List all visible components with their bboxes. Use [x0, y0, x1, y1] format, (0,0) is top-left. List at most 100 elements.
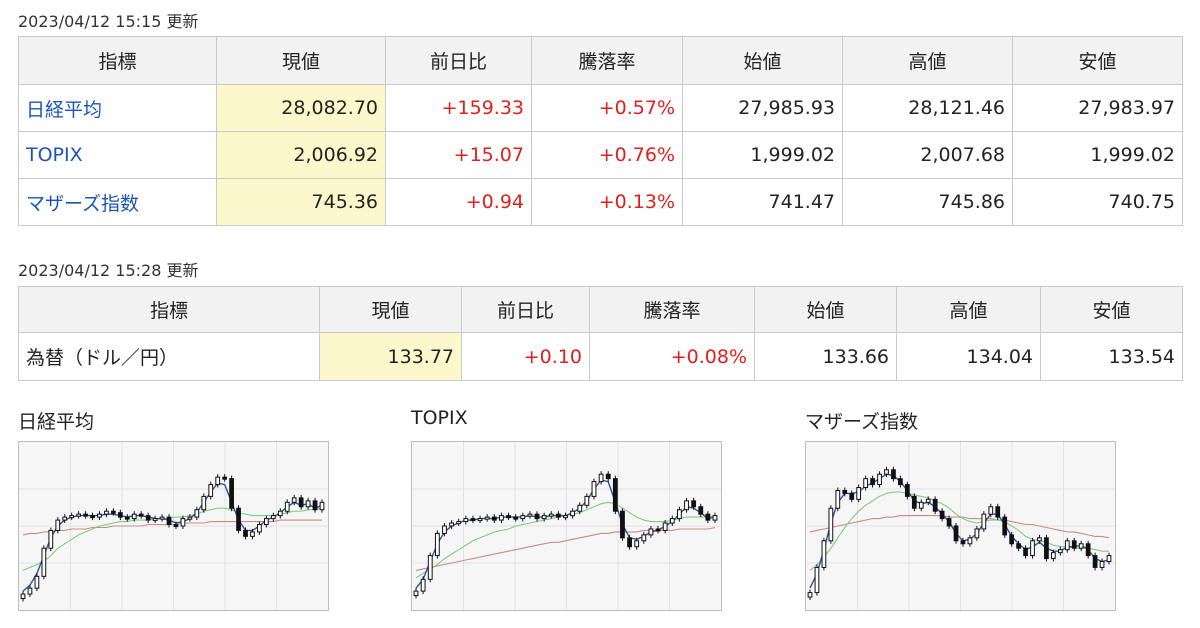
- high-value: 745.86: [842, 178, 1013, 226]
- rate-value: +0.76%: [531, 131, 683, 179]
- candle-body: [41, 547, 47, 577]
- change-value: +0.10: [461, 332, 590, 381]
- candle-body: [138, 513, 144, 517]
- chart-nikkei[interactable]: [18, 441, 329, 611]
- candle-body: [814, 566, 820, 594]
- candle-body: [534, 513, 540, 520]
- index-link-topix[interactable]: TOPIX: [26, 144, 83, 166]
- candle-body: [676, 509, 682, 520]
- series-line-ma-fast: [22, 482, 323, 592]
- rate-value: +0.13%: [531, 178, 683, 226]
- candle-body: [166, 516, 172, 526]
- stock-update-timestamp: 2023/04/12 15:15 更新: [18, 12, 199, 31]
- row-name-cell: TOPIX: [18, 131, 217, 179]
- candle-body: [413, 590, 419, 597]
- header-change: 前日比: [461, 286, 590, 333]
- candle-body: [513, 516, 519, 520]
- header-open: 始値: [754, 286, 897, 333]
- candle-body: [76, 513, 81, 517]
- header-high: 高値: [896, 286, 1041, 333]
- candle-body: [1078, 543, 1084, 549]
- chart-svg: [806, 442, 1115, 610]
- candle-body: [605, 473, 611, 480]
- candle-body: [1030, 540, 1035, 557]
- candle-body: [20, 593, 26, 600]
- candle-body: [131, 513, 137, 520]
- series-line-ma-slow: [809, 491, 1109, 571]
- header-high: 高値: [842, 36, 1013, 85]
- fx-update-timestamp: 2023/04/12 15:28 更新: [18, 261, 199, 280]
- candle-body: [427, 555, 433, 580]
- table-header-row: 指標 現値 前日比 騰落率 始値 高値 安値: [18, 286, 1183, 333]
- candle-body: [1009, 534, 1015, 545]
- candle-body: [159, 516, 165, 520]
- candle-body: [946, 518, 952, 527]
- candle-body: [1099, 561, 1105, 568]
- candle-body: [712, 515, 718, 521]
- candle-body: [470, 518, 476, 522]
- fx-name: 為替（ドル／円）: [18, 332, 320, 381]
- candle-body: [842, 489, 848, 494]
- candle-body: [953, 525, 959, 542]
- candle-body: [491, 516, 497, 521]
- candle-body: [152, 518, 158, 522]
- candle-body: [884, 469, 889, 475]
- candle-body: [520, 515, 526, 520]
- table-row: 為替（ドル／円） 133.77 +0.10 +0.08% 133.66 134.…: [18, 332, 1183, 381]
- stock-index-table: 指標 現値 前日比 騰落率 始値 高値 安値 日経平均 28,082.70 +1…: [18, 36, 1183, 226]
- fx-table: 指標 現値 前日比 騰落率 始値 高値 安値 為替（ドル／円） 133.77 +…: [18, 286, 1183, 381]
- candle-body: [981, 513, 987, 530]
- candle-body: [904, 484, 910, 497]
- candle-body: [305, 500, 311, 508]
- candle-body: [584, 495, 590, 506]
- current-value: 2,006.92: [216, 131, 386, 179]
- candle-body: [835, 489, 841, 509]
- high-value: 2,007.68: [842, 131, 1013, 179]
- candle-body: [298, 497, 304, 508]
- candle-body: [222, 476, 228, 480]
- candle-body: [434, 532, 440, 557]
- low-value: 27,983.97: [1012, 84, 1183, 132]
- candle-body: [662, 522, 668, 531]
- candle-body: [284, 501, 290, 512]
- candle-body: [974, 528, 980, 539]
- candle-body: [849, 492, 855, 500]
- candle-body: [477, 518, 483, 522]
- candle-body: [828, 507, 834, 542]
- header-current: 現値: [216, 36, 386, 85]
- low-value: 740.75: [1012, 178, 1183, 226]
- open-value: 1,999.02: [682, 131, 843, 179]
- candle-body: [620, 510, 625, 539]
- candle-body: [1064, 540, 1070, 551]
- candle-body: [145, 515, 151, 521]
- candle-body: [555, 513, 561, 518]
- chart-title-topix: TOPIX: [411, 407, 468, 429]
- candle-body: [27, 587, 33, 595]
- candle-body: [669, 518, 675, 524]
- candle-body: [48, 529, 54, 549]
- candle-body: [1002, 516, 1008, 536]
- candle-body: [1044, 537, 1049, 560]
- candle-body: [201, 495, 207, 511]
- chart-topix[interactable]: [411, 441, 722, 611]
- candle-body: [215, 476, 221, 486]
- index-link-nikkei[interactable]: 日経平均: [26, 98, 103, 121]
- header-current: 現値: [319, 286, 462, 333]
- chart-svg: [19, 442, 328, 610]
- index-link-mothers[interactable]: マザーズ指数: [26, 192, 140, 215]
- candle-body: [250, 531, 255, 537]
- candle-body: [1071, 540, 1077, 549]
- header-rate: 騰落率: [531, 36, 683, 85]
- candle-body: [173, 524, 179, 528]
- candle-body: [456, 521, 462, 525]
- candle-body: [612, 478, 618, 512]
- candle-body: [463, 518, 469, 523]
- series-line-ma-slow: [22, 507, 323, 571]
- candle-body: [1016, 543, 1021, 549]
- series-line-ma-long: [22, 519, 322, 536]
- low-value: 133.54: [1040, 332, 1183, 381]
- candle-body: [939, 510, 945, 520]
- candle-body: [1106, 555, 1112, 563]
- chart-mothers[interactable]: [805, 441, 1116, 611]
- candle-body: [270, 515, 276, 520]
